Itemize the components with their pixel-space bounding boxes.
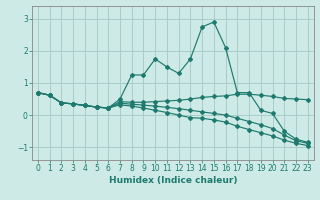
X-axis label: Humidex (Indice chaleur): Humidex (Indice chaleur) bbox=[108, 176, 237, 185]
